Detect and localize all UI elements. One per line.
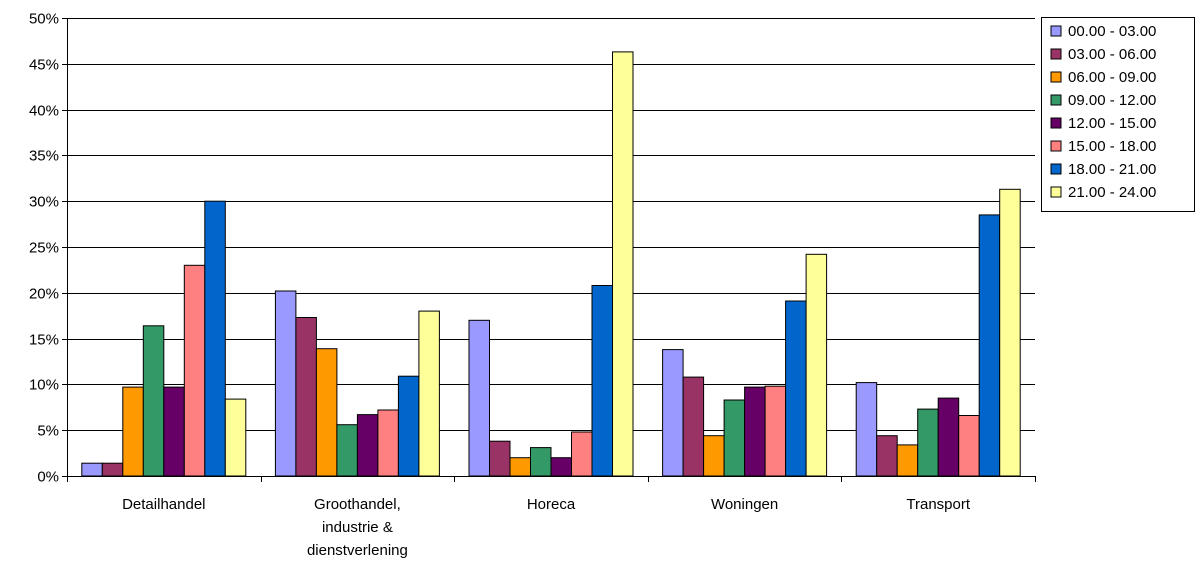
- y-tick-label: 35%: [29, 148, 59, 165]
- bar: [550, 457, 572, 477]
- bar: [703, 435, 725, 477]
- gridlines: [67, 18, 1035, 431]
- bar: [274, 290, 297, 477]
- bar: [978, 214, 1001, 477]
- legend-box: [1041, 17, 1195, 212]
- bar: [937, 397, 960, 477]
- legend-label: 09.00 - 12.00: [1068, 92, 1156, 109]
- y-tick-label: 45%: [29, 57, 59, 74]
- bar: [163, 386, 185, 477]
- x-axis-labels: Detailhandel Groothandel, industrie & diens…: [122, 496, 971, 559]
- y-tick-label: 5%: [37, 423, 59, 440]
- bar: [571, 431, 593, 477]
- y-tick-label: 40%: [29, 103, 59, 120]
- y-tick-label: 25%: [29, 240, 59, 257]
- bar: [509, 457, 531, 477]
- bar: [418, 310, 440, 477]
- bar: [101, 462, 124, 477]
- legend-swatch: [1050, 71, 1062, 83]
- bar: [81, 462, 103, 477]
- legend-swatch: [1050, 163, 1062, 175]
- bar: [122, 386, 144, 477]
- x-category-label: Detailhandel: [122, 496, 205, 513]
- bar: [377, 409, 399, 477]
- bar: [591, 285, 613, 477]
- bar: [723, 399, 746, 477]
- legend-swatch: [1050, 48, 1062, 60]
- legend-label: 15.00 - 18.00: [1068, 138, 1156, 155]
- bar: [489, 440, 511, 477]
- legend-label: 03.00 - 06.00: [1068, 46, 1156, 63]
- y-tick-label: 30%: [29, 194, 59, 211]
- x-category-label: dienstverlening: [307, 542, 408, 559]
- y-tick-label: 50%: [29, 11, 59, 28]
- x-category-label: Transport: [906, 496, 970, 513]
- legend-swatch: [1050, 140, 1062, 152]
- bar: [682, 376, 705, 477]
- legend-swatch: [1050, 117, 1062, 129]
- legend-swatch: [1050, 186, 1062, 198]
- legend-label: 06.00 - 09.00: [1068, 69, 1156, 86]
- bar: [224, 398, 247, 477]
- legend-swatch: [1050, 94, 1062, 106]
- legend-label: 21.00 - 24.00: [1068, 184, 1156, 201]
- bar: [876, 435, 898, 477]
- y-tick-label: 15%: [29, 332, 59, 349]
- x-category-label: industrie &: [322, 519, 393, 536]
- bar: [530, 447, 552, 477]
- legend-swatch: [1050, 25, 1062, 37]
- bar: [315, 348, 338, 477]
- bar: [612, 51, 634, 477]
- axes: [67, 18, 1036, 482]
- bar: [805, 253, 828, 477]
- bar: [896, 444, 919, 477]
- bar: [336, 424, 358, 477]
- bar: [183, 264, 206, 477]
- bar: [999, 188, 1021, 477]
- bar: [764, 385, 787, 477]
- bar: [468, 319, 490, 477]
- bar: [785, 300, 807, 477]
- bar: [917, 408, 939, 477]
- y-tick-label: 20%: [29, 286, 59, 303]
- y-tick-label: 10%: [29, 377, 59, 394]
- bar: [744, 386, 766, 477]
- bar: [397, 375, 420, 477]
- legend: 00.00 - 03.00 03.00 - 06.00 06.00 - 09.00 0…: [1041, 17, 1195, 212]
- bar: [958, 415, 980, 477]
- bars: [81, 51, 1021, 477]
- legend-label: 18.00 - 21.00: [1068, 161, 1156, 178]
- bar: [295, 317, 317, 477]
- bar: [356, 414, 379, 477]
- bar: [204, 200, 226, 477]
- x-category-label: Woningen: [711, 496, 778, 513]
- legend-label: 12.00 - 15.00: [1068, 115, 1156, 132]
- x-category-label: Horeca: [527, 496, 576, 513]
- legend-label: 00.00 - 03.00: [1068, 23, 1156, 40]
- y-axis-ticks: 0% 5% 10% 15% 20% 25% 30% 35% 40% 45% 50%: [29, 11, 67, 486]
- bar: [142, 325, 165, 477]
- bar: [662, 349, 684, 477]
- x-category-label: Groothandel,: [314, 496, 401, 513]
- y-tick-label: 0%: [37, 469, 59, 486]
- bar: [855, 382, 878, 477]
